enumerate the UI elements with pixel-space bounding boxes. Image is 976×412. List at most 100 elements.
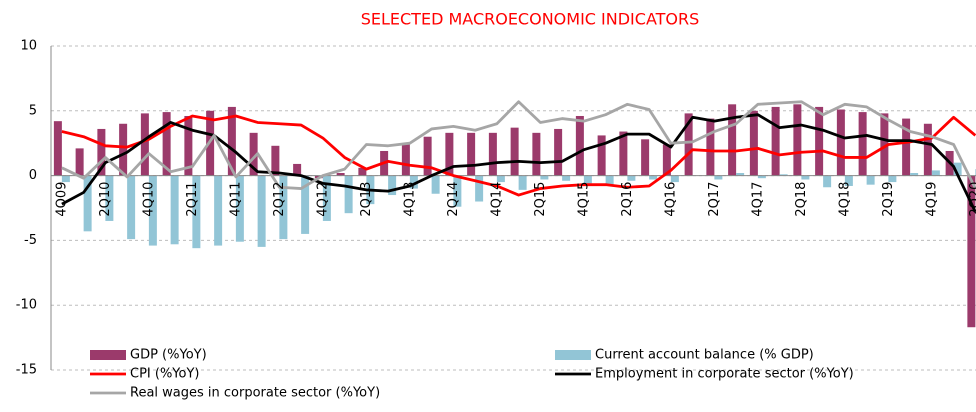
bar [858,112,867,176]
bar [714,175,723,180]
bar [475,175,484,202]
bar [771,106,780,176]
bar [910,173,919,176]
bar [684,113,693,176]
bar [75,148,84,176]
bar [823,175,832,188]
bar [641,139,650,176]
bar [779,174,788,176]
bar [510,127,519,176]
x-tick-label: 4Q11 [228,182,243,217]
x-tick-label: 2Q16 [620,182,635,217]
bar [467,132,476,176]
bar [140,113,149,176]
bar [184,115,193,176]
bar [293,163,302,176]
x-tick-label: 4Q18 [837,182,852,217]
legend-label: GDP (%YoY) [130,348,207,363]
bar [257,175,266,247]
bar [706,118,715,176]
x-tick-label: 2Q18 [794,182,809,217]
legend-swatch [90,350,126,360]
bar [866,175,875,185]
x-tick-label: 4Q10 [141,182,156,217]
bar [575,115,584,176]
bar [301,175,310,234]
x-tick-label: 4Q13 [402,182,417,217]
bar [662,144,671,176]
bar [431,175,440,194]
x-tick-label: 4Q14 [489,182,504,217]
bar [336,173,345,176]
bar [127,175,136,240]
legend-label: CPI (%YoY) [130,367,200,382]
bar [953,162,962,176]
bar [148,175,157,246]
bar [496,175,505,183]
bar [83,175,92,232]
x-tick-label: 2Q14 [446,182,461,217]
bar [53,121,62,176]
y-tick-label: -10 [16,298,37,313]
bar [235,175,244,242]
bar [249,132,258,176]
bar [105,175,114,221]
bar [214,175,223,246]
bar [453,175,462,207]
bar [670,175,679,183]
bar [388,175,397,196]
line [61,100,976,190]
bar [344,175,353,214]
legend-label: Current account balance (% GDP) [595,348,814,363]
bar [815,106,824,176]
bar [649,175,658,180]
bar [445,132,454,176]
bar [562,175,571,181]
bar [401,144,410,176]
line [61,114,976,197]
bar [532,132,541,176]
bar [619,131,628,176]
bar [322,175,331,221]
x-tick-label: 2Q20 [968,182,976,217]
bar [271,145,280,176]
bar [605,175,614,185]
x-tick-label: 2Q13 [359,182,374,217]
x-tick-label: 2Q10 [98,182,113,217]
bar [836,109,845,176]
bar [757,175,766,179]
x-tick-label: 4Q17 [750,182,765,217]
bar [967,175,976,328]
bar [583,175,592,184]
bar [728,104,737,176]
legend-label: Real wages in corporate sector (%YoY) [130,386,380,401]
bar [923,123,932,176]
bar [931,170,940,176]
bar [554,128,563,176]
x-tick-label: 4Q09 [54,182,69,217]
bar [749,110,758,176]
x-tick-label: 4Q16 [663,182,678,217]
x-tick-label: 2Q17 [707,182,722,217]
x-tick-label: 4Q15 [576,182,591,217]
bar [61,175,70,183]
legend-swatch [555,350,591,360]
x-tick-label: 2Q12 [272,182,287,217]
y-tick-label: 0 [29,168,37,183]
bar [518,175,527,190]
bar [801,175,810,180]
y-tick-label: 10 [20,39,37,54]
bar [192,175,201,249]
y-tick-label: 5 [29,103,37,118]
x-tick-label: 2Q19 [881,182,896,217]
bar [736,173,745,176]
x-tick-label: 2Q15 [533,182,548,217]
bar [540,175,549,180]
bar [409,175,418,189]
bar [888,175,897,183]
bar [162,112,171,176]
x-tick-label: 4Q12 [315,182,330,217]
bar [597,135,606,176]
x-tick-label: 2Q11 [185,182,200,217]
x-tick-label: 4Q19 [924,182,939,217]
